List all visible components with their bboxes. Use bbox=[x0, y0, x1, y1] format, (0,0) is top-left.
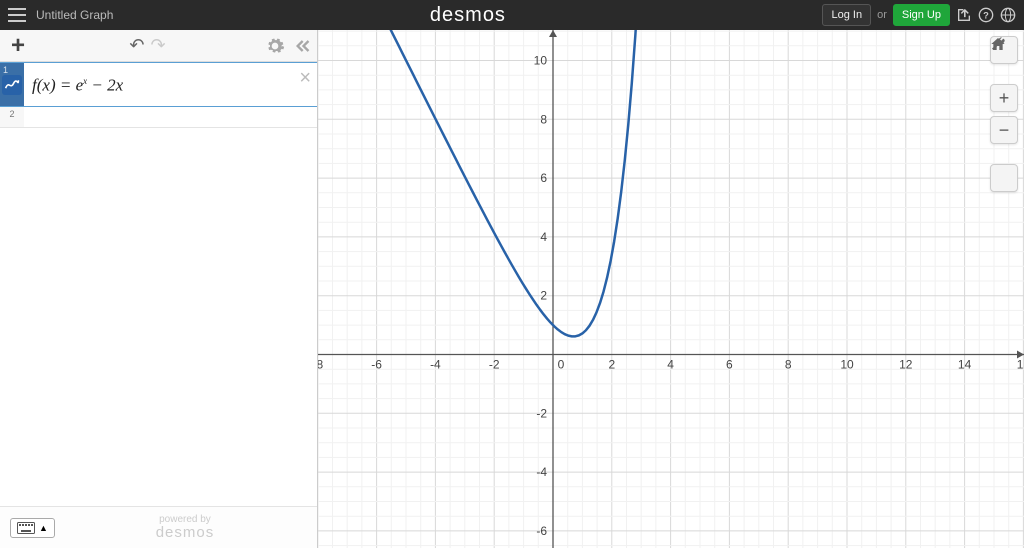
zoom-out-button[interactable]: − bbox=[990, 116, 1018, 144]
or-text: or bbox=[877, 9, 887, 21]
expression-row[interactable]: 2 bbox=[0, 107, 317, 128]
zoom-in-button[interactable]: + bbox=[990, 84, 1018, 112]
language-icon[interactable] bbox=[1000, 7, 1016, 23]
svg-text:-8: -8 bbox=[318, 358, 323, 372]
svg-text:-6: -6 bbox=[536, 524, 547, 538]
sidebar-footer: ▲ powered by desmos bbox=[0, 506, 317, 548]
svg-text:6: 6 bbox=[726, 358, 733, 372]
svg-text:12: 12 bbox=[899, 358, 913, 372]
brand-logo: desmos bbox=[113, 4, 822, 27]
svg-text:-4: -4 bbox=[536, 465, 547, 479]
expression-content[interactable]: f(x) = ex − 2x bbox=[24, 63, 317, 106]
svg-text:2: 2 bbox=[540, 289, 547, 303]
svg-text:6: 6 bbox=[540, 171, 547, 185]
expression-content[interactable] bbox=[24, 107, 317, 127]
keyboard-toggle[interactable]: ▲ bbox=[10, 518, 55, 538]
svg-text:16: 16 bbox=[1017, 358, 1024, 372]
svg-text:?: ? bbox=[983, 10, 989, 20]
expression-index: 1 bbox=[0, 63, 24, 106]
graph-area[interactable]: -8 -6 -4 -2 2 4 6 8 10 12 14 16 -6 -4 -2 2 4 6 8 10 0 + − bbox=[318, 30, 1024, 548]
svg-text:-4: -4 bbox=[430, 358, 441, 372]
keyboard-icon bbox=[17, 522, 35, 534]
graph-title[interactable]: Untitled Graph bbox=[36, 8, 113, 22]
expression-toolbar: + ↶ ↷ bbox=[0, 30, 317, 62]
powered-by: powered by desmos bbox=[63, 514, 307, 542]
add-expression-button[interactable]: + bbox=[6, 32, 30, 60]
delete-expression-icon[interactable]: × bbox=[299, 67, 311, 90]
svg-text:4: 4 bbox=[540, 230, 547, 244]
header-left: Untitled Graph bbox=[0, 8, 113, 22]
svg-text:14: 14 bbox=[958, 358, 972, 372]
svg-text:4: 4 bbox=[667, 358, 674, 372]
help-icon[interactable]: ? bbox=[978, 7, 994, 23]
svg-text:10: 10 bbox=[840, 358, 854, 372]
settings-gear-icon[interactable] bbox=[265, 36, 285, 56]
svg-text:0: 0 bbox=[558, 358, 565, 372]
header-right: Log In or Sign Up ? bbox=[822, 4, 1024, 26]
svg-text:-2: -2 bbox=[536, 406, 547, 420]
caret-up-icon: ▲ bbox=[39, 523, 48, 533]
svg-text:2: 2 bbox=[608, 358, 615, 372]
login-button[interactable]: Log In bbox=[822, 4, 871, 26]
header: Untitled Graph desmos Log In or Sign Up … bbox=[0, 0, 1024, 30]
main: + ↶ ↷ 1 f(x) = ex − 2x × 2 bbox=[0, 30, 1024, 548]
graph-canvas[interactable]: -8 -6 -4 -2 2 4 6 8 10 12 14 16 -6 -4 -2 2 4 6 8 10 0 bbox=[318, 30, 1024, 548]
svg-text:8: 8 bbox=[540, 112, 547, 126]
collapse-panel-icon[interactable] bbox=[291, 36, 311, 56]
svg-text:-6: -6 bbox=[371, 358, 382, 372]
svg-text:10: 10 bbox=[534, 54, 548, 68]
undo-button[interactable]: ↶ bbox=[129, 35, 144, 56]
menu-icon[interactable] bbox=[8, 8, 26, 22]
expression-panel: + ↶ ↷ 1 f(x) = ex − 2x × 2 bbox=[0, 30, 318, 548]
signup-button[interactable]: Sign Up bbox=[893, 4, 950, 26]
graph-controls: + − bbox=[990, 36, 1018, 192]
svg-text:-2: -2 bbox=[489, 358, 500, 372]
expression-index: 2 bbox=[0, 107, 24, 127]
home-button[interactable] bbox=[990, 164, 1018, 192]
share-icon[interactable] bbox=[956, 7, 972, 23]
svg-text:8: 8 bbox=[785, 358, 792, 372]
plot-toggle-icon[interactable] bbox=[2, 75, 22, 95]
redo-button[interactable]: ↷ bbox=[151, 35, 166, 56]
home-icon bbox=[990, 36, 1006, 52]
expression-row[interactable]: 1 f(x) = ex − 2x × bbox=[0, 62, 317, 107]
